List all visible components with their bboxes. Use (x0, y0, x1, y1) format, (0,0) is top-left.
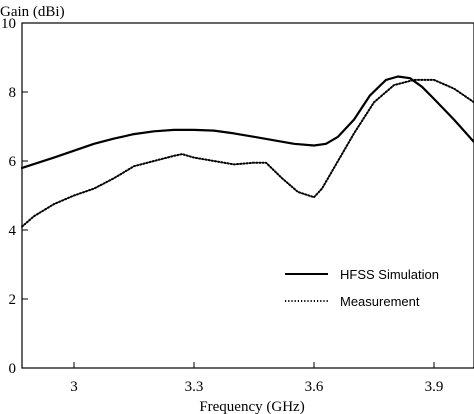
y-tick-label: 4 (9, 223, 17, 239)
legend: HFSS Simulation Measurement (285, 267, 439, 309)
y-tick-label: 6 (9, 154, 17, 170)
x-tick-label: 3 (70, 379, 78, 395)
y-tick-label: 10 (1, 16, 16, 32)
series-layer (20, 75, 474, 228)
legend-label-simulation: HFSS Simulation (340, 267, 439, 282)
axis-ticks: 3 3.3 3.6 3.9 0 2 4 6 8 10 (1, 16, 443, 395)
y-tick-label: 2 (9, 292, 17, 308)
plot-frame (21, 22, 474, 369)
x-tick-label: 3.6 (305, 379, 324, 395)
x-axis-label: Frequency (GHz) (199, 399, 304, 414)
series-line-simulation (20, 75, 474, 169)
y-tick-label: 8 (9, 85, 17, 101)
series-line-measurement (21, 78, 474, 228)
x-tick-label: 3.3 (185, 379, 204, 395)
y-axis-label: Gain (dBi) (0, 4, 65, 20)
x-tick-label: 3.9 (425, 379, 444, 395)
y-tick-label: 0 (9, 361, 17, 377)
legend-label-measurement: Measurement (340, 294, 420, 309)
